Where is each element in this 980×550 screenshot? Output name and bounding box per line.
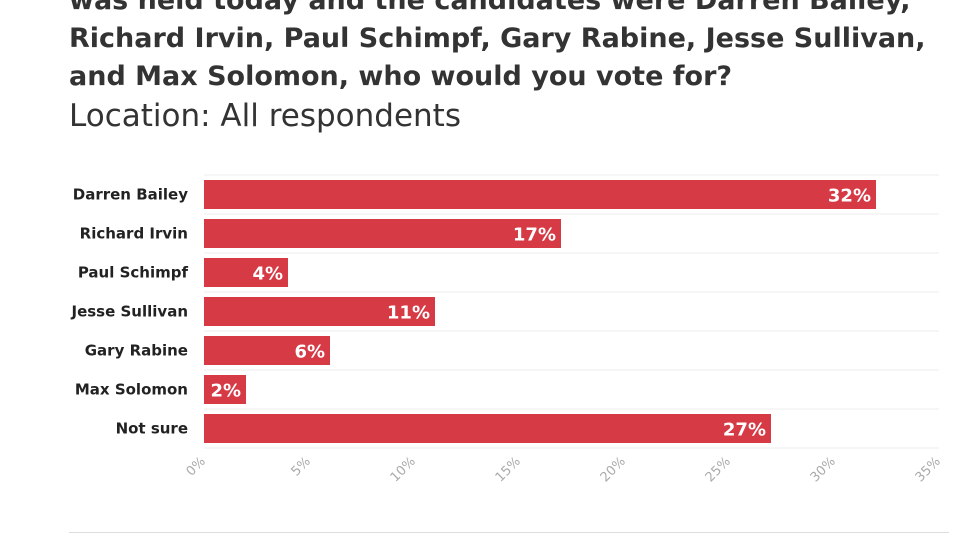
tick-label: 5% [289,454,314,479]
tick-label: 30% [808,454,839,485]
category-label: Darren Bailey [73,186,188,204]
category-label: Paul Schimpf [78,264,189,282]
bar [204,414,771,443]
value-label: 6% [294,342,325,363]
title-block: was held today and the candidates were D… [69,0,949,136]
category-label: Gary Rabine [85,342,188,360]
value-label: 32% [828,186,871,207]
chart-title: was held today and the candidates were D… [69,0,926,92]
footer-divider [69,532,949,533]
tick-label: 35% [913,454,944,485]
bar [204,375,246,404]
tick-label: 15% [493,454,524,485]
tick-label: 20% [598,454,629,485]
tick-label: 0% [184,454,209,479]
bar [204,336,330,365]
tick-label: 10% [388,454,419,485]
value-label: 2% [210,381,241,402]
value-label: 17% [513,225,556,246]
x-axis-ticks: 0% 5% 10% 15% 20% 25% 30% 35% [184,454,944,485]
bars [204,180,876,443]
category-label: Jesse Sullivan [71,303,189,321]
value-label: 11% [387,303,430,324]
value-label: 27% [723,420,766,441]
bar [204,258,288,287]
category-labels: Darren Bailey Richard Irvin Paul Schimpf Je… [71,186,189,438]
chart-subtitle: Location: All respondents [69,98,461,134]
bar [204,297,435,326]
bar [204,180,876,209]
tick-label: 25% [703,454,734,485]
category-label: Max Solomon [75,381,188,399]
value-labels: 32% 17% 4% 11% 6% 2% 27% [210,186,871,441]
value-label: 4% [252,264,283,285]
category-label: Richard Irvin [80,225,188,243]
bar [204,219,561,248]
category-label: Not sure [116,420,188,438]
grid-lines [204,174,939,449]
